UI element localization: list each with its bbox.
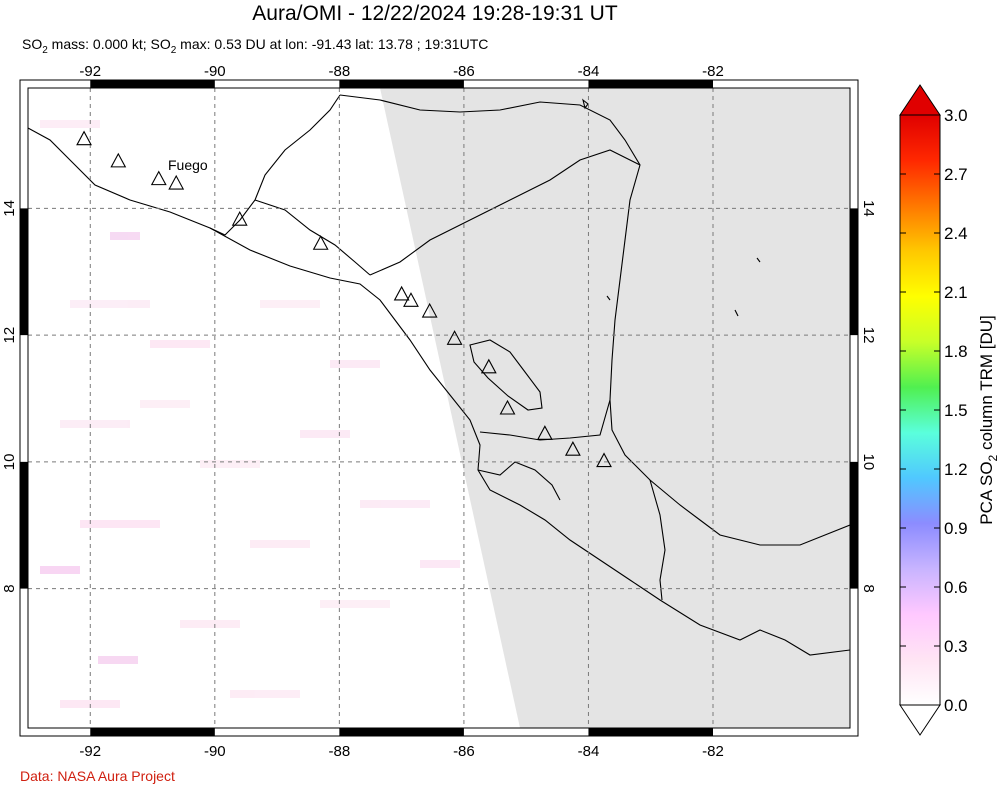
- volcano-marker: [499, 399, 516, 415]
- colorbar-tick-label: 3.0: [944, 106, 968, 125]
- colorbar-tick-label: 2.1: [944, 283, 968, 302]
- frame-bar-left: [20, 461, 28, 589]
- colorbar-min-arrow: [899, 704, 941, 736]
- lon-tick-label-bottom: -92: [79, 743, 101, 760]
- frame-bar-bottom: [339, 728, 464, 736]
- lon-tick-label-top: -92: [79, 63, 101, 80]
- axis-tick-labels: -92 -92 -90 -90 -88 -88 -86 -86 -84 -84 -82 -82 8 8 10…: [1, 63, 877, 760]
- coastlines: [28, 94, 850, 656]
- gridlines: [28, 88, 850, 728]
- map-title: Aura/OMI - 12/22/2024 19:28-19:31 UT: [252, 2, 618, 25]
- volcano-label-fuego: Fuego: [168, 157, 208, 173]
- lon-tick-label-top: -88: [329, 63, 351, 80]
- frame-bar-right: [850, 208, 858, 336]
- volcano-marker: [168, 174, 185, 190]
- volcano-marker: [480, 358, 497, 374]
- colorbar-tick-label: 1.5: [944, 401, 968, 420]
- frame-outer: [19, 79, 859, 737]
- frame-bar-bottom: [90, 728, 215, 736]
- volcano-marker: [564, 441, 581, 456]
- lat-tick-label-left: 14: [1, 200, 18, 217]
- lon-tick-label-bottom: -88: [329, 743, 351, 760]
- lon-tick-label-bottom: -86: [453, 743, 475, 760]
- colorbar-tick-label: 0.9: [944, 519, 968, 538]
- colorbar: 0.0 0.3 0.6 0.9 1.2 1.5 1.8 2.1 2.4 2.7 3.0 PCA SO…: [899, 84, 999, 736]
- lon-tick-label-bottom: -84: [578, 743, 600, 760]
- colorbar-tick-label: 0.6: [944, 578, 968, 597]
- no-data-region: [380, 88, 850, 728]
- lat-tick-label-left: 10: [1, 454, 18, 471]
- lon-tick-label-bottom: -90: [204, 743, 226, 760]
- so2-noise-pixels: [40, 120, 460, 708]
- frame-bar-top: [90, 80, 215, 88]
- volcano-markers: [76, 130, 612, 468]
- volcano-marker: [76, 130, 92, 146]
- lat-tick-label-right: 12: [860, 327, 877, 344]
- lat-tick-label-left: 8: [1, 584, 18, 592]
- lon-tick-label-bottom: -82: [702, 743, 724, 760]
- colorbar-tick-label: 0.3: [944, 637, 968, 656]
- map-subtitle: SO2 mass: 0.000 kt; SO2 max: 0.53 DU at …: [22, 36, 489, 56]
- frame-bar-bottom: [588, 728, 713, 736]
- colorbar-tick-labels: 0.0 0.3 0.6 0.9 1.2 1.5 1.8 2.1 2.4 2.7 3.0: [900, 106, 968, 715]
- data-credit: Data: NASA Aura Project: [20, 768, 175, 784]
- volcano-marker: [150, 170, 167, 186]
- map-frame: [19, 79, 859, 737]
- volcano-marker: [421, 302, 438, 318]
- volcano-marker: [596, 452, 612, 468]
- colorbar-max-arrow: [899, 84, 941, 116]
- frame-bar-right: [850, 461, 858, 589]
- colorbar-tick-label: 1.8: [944, 342, 968, 361]
- frame-bar-left: [20, 208, 28, 336]
- colorbar-title: PCA SO2 column TRM [DU]: [977, 315, 999, 525]
- colorbar-tick-label: 0.0: [944, 696, 968, 715]
- volcano-marker: [110, 152, 127, 168]
- lat-tick-label-left: 12: [1, 327, 18, 344]
- colorbar-tick-label: 2.4: [944, 224, 968, 243]
- volcano-marker: [446, 330, 463, 345]
- colorbar-scale: [899, 114, 941, 706]
- volcano-marker: [312, 235, 329, 250]
- lat-tick-label-right: 14: [860, 200, 877, 217]
- frame-bar-top: [588, 80, 713, 88]
- volcano-marker: [231, 211, 248, 226]
- lon-tick-label-top: -84: [578, 63, 600, 80]
- lon-tick-label-top: -82: [702, 63, 724, 80]
- volcano-marker: [536, 425, 553, 440]
- lon-tick-label-top: -86: [453, 63, 475, 80]
- frame-bar-top: [339, 80, 464, 88]
- colorbar-tick-label: 2.7: [944, 165, 968, 184]
- volcano-marker: [393, 285, 410, 301]
- lat-tick-label-right: 10: [860, 454, 877, 471]
- volcano-marker: [403, 292, 419, 307]
- lon-tick-label-top: -90: [204, 63, 226, 80]
- colorbar-tick-label: 1.2: [944, 460, 968, 479]
- lat-tick-label-right: 8: [860, 584, 877, 592]
